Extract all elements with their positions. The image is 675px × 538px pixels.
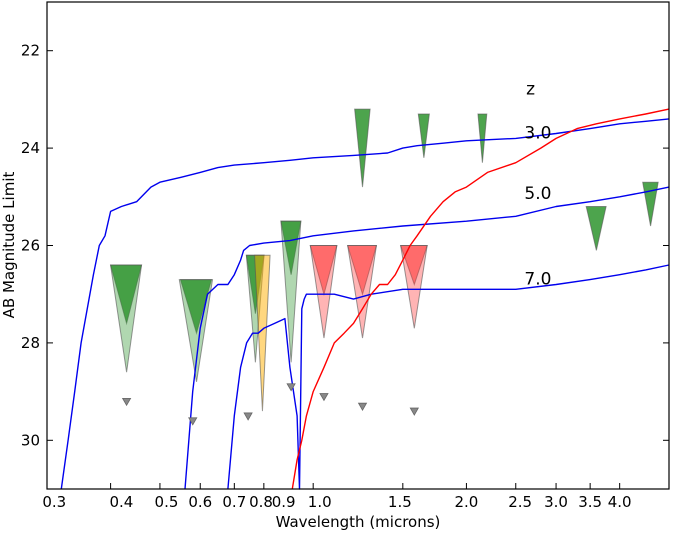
x-tick-label-0: 0.3	[42, 493, 66, 511]
small-marker-0	[121, 397, 132, 407]
sensitivity-triangle-19	[642, 181, 659, 227]
annotation-0: z	[526, 80, 535, 100]
x-tick-label-10: 2.5	[508, 493, 532, 511]
small-marker-2	[243, 412, 253, 421]
series-line-2	[227, 264, 670, 490]
sensitivity-triangle-8	[280, 220, 302, 363]
x-tick-label-3: 0.6	[188, 493, 212, 511]
series-line-0	[60, 118, 670, 490]
y-tick-label-1: 24	[21, 139, 40, 157]
y-axis-label: AB Magnitude Limit	[0, 172, 18, 319]
sensitivity-triangle-16	[417, 113, 430, 158]
x-tick-label-13: 4.0	[608, 493, 632, 511]
small-marker-1	[188, 417, 198, 426]
annotation-3: 7.0	[524, 269, 551, 289]
sensitivity-triangle-17	[477, 113, 488, 163]
x-tick-label-7: 1.0	[308, 493, 332, 511]
x-tick-label-9: 2.0	[454, 493, 478, 511]
sensitivity-triangle-10	[309, 245, 338, 339]
annotation-2: 5.0	[524, 184, 551, 204]
y-tick-label-3: 28	[21, 334, 40, 352]
series-line-3	[291, 108, 670, 490]
y-tick-label-0: 22	[21, 42, 40, 60]
sensitivity-triangle-12	[347, 245, 378, 339]
x-tick-label-6: 0.9	[272, 493, 296, 511]
x-tick-label-2: 0.5	[155, 493, 179, 511]
annotation-1: 3.0	[524, 123, 551, 143]
y-tick-label-4: 30	[21, 431, 40, 449]
small-marker-5	[357, 402, 368, 412]
x-tick-label-5: 0.8	[249, 493, 273, 511]
small-marker-3	[286, 383, 296, 392]
sensitivity-triangle-1	[109, 264, 143, 373]
sensitivity-triangle-14	[400, 245, 428, 329]
ticks-layer: 0.3 0.4 0.5 0.6 0.7 0.80.9 1.0 1.5 2.0 2.5 3.0 3.5 4…	[21, 42, 669, 511]
sensitivity-triangle-18	[585, 206, 607, 251]
x-tick-label-4: 0.7	[222, 493, 246, 511]
small-marker-6	[409, 407, 419, 416]
x-tick-label-1: 0.4	[109, 493, 133, 511]
sensitivity-triangle-3	[178, 279, 214, 382]
x-tick-label-12: 3.5	[578, 493, 602, 511]
small-marker-4	[319, 393, 329, 402]
sensitivity-triangle-15	[354, 108, 371, 188]
series-line-1	[184, 186, 670, 490]
x-tick-label-8: 1.5	[388, 493, 412, 511]
plot-layer: z 3.0 5.0 7.0	[60, 80, 670, 490]
y-tick-label-2: 26	[21, 237, 40, 255]
x-axis-label: Wavelength (microns)	[276, 513, 441, 531]
x-tick-label-11: 3.0	[544, 493, 568, 511]
